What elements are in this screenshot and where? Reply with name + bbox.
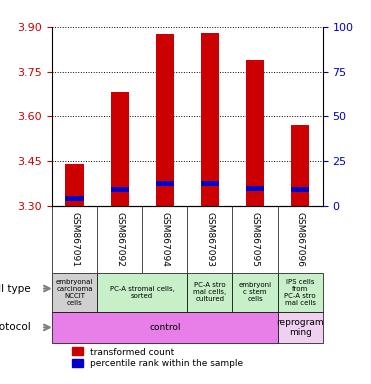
Text: GSM867095: GSM867095 <box>250 212 260 267</box>
Text: embryonal
carcinoma
NCCIT
cells: embryonal carcinoma NCCIT cells <box>56 279 93 306</box>
Bar <box>187 273 233 312</box>
Bar <box>52 312 278 343</box>
Text: PC-A stromal cells,
sorted: PC-A stromal cells, sorted <box>110 286 175 299</box>
Bar <box>246 185 264 191</box>
Bar <box>278 273 323 312</box>
Bar <box>156 181 174 186</box>
Text: embryoni
c stem
cells: embryoni c stem cells <box>239 283 272 303</box>
Bar <box>66 196 83 201</box>
Bar <box>291 125 309 206</box>
Bar <box>66 164 83 206</box>
Text: reprogram
ming: reprogram ming <box>276 318 324 337</box>
Legend: transformed count, percentile rank within the sample: transformed count, percentile rank withi… <box>70 346 245 370</box>
Text: PC-A stro
mal cells,
cultured: PC-A stro mal cells, cultured <box>193 283 227 303</box>
Bar <box>111 93 129 206</box>
Bar <box>291 187 309 192</box>
Text: GSM867093: GSM867093 <box>206 212 214 267</box>
Text: control: control <box>149 323 181 332</box>
Text: GSM867092: GSM867092 <box>115 212 124 267</box>
Text: GSM867094: GSM867094 <box>160 212 169 267</box>
Text: GSM867096: GSM867096 <box>296 212 305 267</box>
Bar <box>246 60 264 206</box>
Bar <box>201 181 219 186</box>
Text: GSM867091: GSM867091 <box>70 212 79 267</box>
Bar <box>201 33 219 206</box>
Bar <box>278 312 323 343</box>
Bar <box>156 34 174 206</box>
Bar <box>233 273 278 312</box>
Text: cell type: cell type <box>0 283 30 293</box>
Text: protocol: protocol <box>0 323 30 333</box>
Bar <box>111 187 129 192</box>
Bar <box>97 273 187 312</box>
Text: IPS cells
from
PC-A stro
mal cells: IPS cells from PC-A stro mal cells <box>285 279 316 306</box>
Bar <box>52 273 97 312</box>
